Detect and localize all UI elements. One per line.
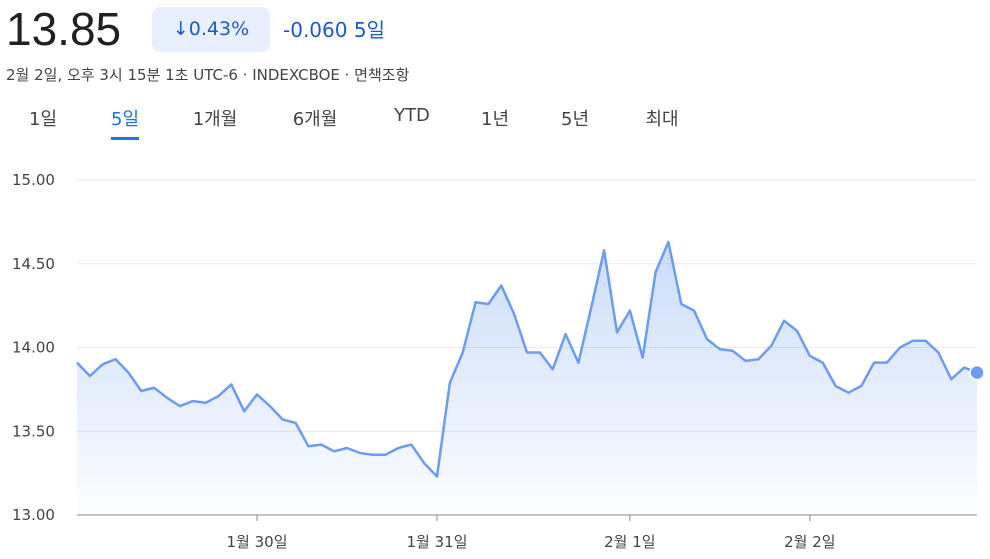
- change: -0.060 5일: [283, 14, 385, 43]
- period: 5일: [353, 18, 385, 42]
- info-line: 2월 2일, 오후 3시 15분 1초 UTC-6 · INDEXCBOE · …: [6, 66, 410, 84]
- y-tick-label: 13.50: [12, 422, 55, 440]
- x-tick-label: 2월 2일: [784, 533, 835, 551]
- last-point: [969, 364, 985, 381]
- change-value: -0.060: [283, 18, 348, 42]
- y-tick-label: 14.00: [12, 339, 55, 357]
- price: 13.85: [6, 3, 122, 55]
- range-tab[interactable]: 1년: [480, 109, 510, 130]
- range-tab[interactable]: 5일: [110, 105, 140, 140]
- range-tab[interactable]: 5년: [560, 109, 590, 130]
- area-fill: [77, 242, 977, 515]
- range-tab[interactable]: 1일: [28, 109, 58, 130]
- range-tab[interactable]: YTD: [394, 105, 430, 126]
- range-tab[interactable]: 1개월: [192, 109, 238, 130]
- range-tab[interactable]: 최대: [645, 109, 679, 130]
- x-tick-label: 1월 30일: [227, 533, 288, 551]
- change-percent: 0.43%: [188, 18, 250, 40]
- price-line: [76, 240, 978, 478]
- y-tick-label: 13.00: [12, 506, 55, 524]
- y-tick-label: 14.50: [12, 255, 55, 273]
- change-badge: ↓0.43%: [152, 7, 270, 52]
- x-tick-label: 2월 1일: [604, 533, 655, 551]
- range-tab[interactable]: 6개월: [292, 109, 338, 130]
- down-arrow: ↓: [172, 18, 189, 40]
- y-tick-label: 15.00: [12, 171, 55, 189]
- x-tick-label: 1월 31일: [407, 533, 468, 551]
